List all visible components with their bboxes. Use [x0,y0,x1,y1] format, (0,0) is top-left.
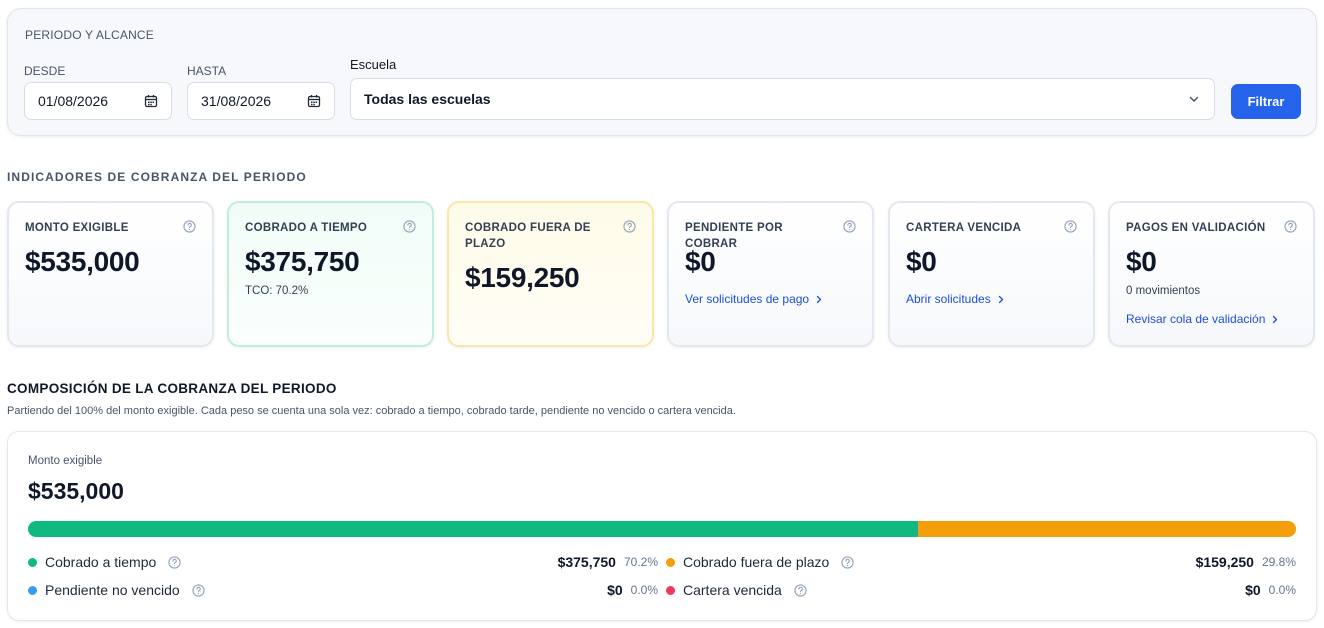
kpi-card-amount-due: MONTO EXIGIBLE $535,000 [7,201,214,347]
percent-value: 0.0% [630,583,658,597]
kpi-value: $0 [685,246,716,277]
kpi-value: $375,750 [245,246,360,277]
help-icon[interactable] [192,583,205,597]
indicators-section-title: INDICADORES DE COBRANZA DEL PERIODO [7,170,307,184]
kpi-card-on-time: COBRADO A TIEMPO $375,750 TCO: 70.2% [227,201,434,347]
kpi-subtext: 0 movimientos [1126,285,1201,297]
to-date-input[interactable]: 31/08/2026 [187,82,335,120]
legend-dot [28,557,37,567]
open-requests-link[interactable]: Abrir solicitudes [906,292,1005,306]
percent-value: 0.0% [1268,583,1296,597]
legend-amount: $0 0.0% [607,580,658,600]
kpi-label: MONTO EXIGIBLE [25,222,129,234]
link-label: Abrir solicitudes [906,292,991,306]
bar-segment [28,521,919,537]
stacked-progress-bar [28,521,1296,537]
to-date-value: 31/08/2026 [201,93,272,109]
kpi-label: COBRADO A TIEMPO [245,222,368,234]
legend-item: Cobrado fuera de plazo $159,250 29.8% [666,552,1296,572]
period-scope-panel: PERIODO Y ALCANCE DESDE 01/08/2026 HASTA… [7,8,1317,136]
chevron-right-icon [998,295,1003,303]
legend-item: Cobrado a tiempo $375,750 70.2% [28,552,658,572]
kpi-card-pending: PENDIENTE POR COBRAR $0 Ver solicitudes … [667,201,874,347]
percent-value: 29.8% [1261,555,1296,569]
from-date-input[interactable]: 01/08/2026 [24,82,172,120]
kpi-card-validation: PAGOS EN VALIDACIÓN $0 0 movimientos Rev… [1108,201,1315,347]
calendar-icon[interactable] [307,94,321,108]
kpi-value: $0 [906,246,937,277]
link-label: Revisar cola de validación [1126,312,1266,326]
help-icon[interactable] [168,555,181,569]
school-label: Escuela [350,57,397,72]
kpi-label: COBRADO FUERA DE PLAZO [465,222,591,250]
kpi-card-overdue: CARTERA VENCIDA $0 Abrir solicitudes [888,201,1095,347]
from-date-value: 01/08/2026 [38,93,109,109]
composition-description: Partiendo del 100% del monto exigible. C… [7,405,736,417]
legend-label: Cobrado a tiempo [45,554,157,570]
kpi-value: $535,000 [25,246,140,277]
link-label: Ver solicitudes de pago [685,292,810,306]
legend-amount: $159,250 29.8% [1196,552,1296,572]
help-icon[interactable] [843,220,856,233]
composition-title: COMPOSICIÓN DE LA COBRANZA DEL PERIODO [7,381,337,396]
composition-card: Monto exigible $535,000 Cobrado a tiempo… [7,431,1317,621]
total-value: $535,000 [28,478,124,504]
school-select[interactable]: Todas las escuelas [350,78,1215,120]
legend-item: Cartera vencida $0 0.0% [666,580,1296,600]
payment-requests-link[interactable]: Ver solicitudes de pago [685,292,823,306]
panel-title: PERIODO Y ALCANCE [25,28,155,42]
validation-queue-link[interactable]: Revisar cola de validación [1126,312,1279,326]
kpi-label: PAGOS EN VALIDACIÓN [1126,222,1266,234]
bar-segment [918,521,1296,537]
legend-label: Cobrado fuera de plazo [683,554,830,570]
help-icon[interactable] [794,583,807,597]
kpi-subtext: TCO: 70.2% [245,285,309,297]
help-icon[interactable] [1064,220,1077,233]
amount-value: $159,250 [1195,554,1254,570]
help-icon[interactable] [841,555,854,569]
percent-value: 70.2% [623,555,658,569]
legend-label: Cartera vencida [683,582,782,598]
legend-amount: $375,750 70.2% [558,552,658,572]
legend-item: Pendiente no vencido $0 0.0% [28,580,658,600]
legend-label: Pendiente no vencido [45,582,180,598]
filter-button[interactable]: Filtrar [1231,84,1301,119]
kpi-value: $159,250 [465,262,580,293]
kpi-label: PENDIENTE POR COBRAR [685,222,783,250]
school-select-value: Todas las escuelas [364,91,491,107]
legend-dot [666,585,675,595]
legend-dot [28,585,37,595]
help-icon[interactable] [1284,220,1297,233]
help-icon[interactable] [403,220,416,233]
legend-amount: $0 0.0% [1245,580,1296,600]
legend-dot [666,557,675,567]
total-label: Monto exigible [28,455,103,467]
from-date-label: DESDE [24,64,66,78]
kpi-card-late: COBRADO FUERA DE PLAZO $159,250 [447,201,654,347]
chevron-right-icon [1273,315,1278,323]
kpi-value: $0 [1126,246,1157,277]
to-date-label: HASTA [187,64,227,78]
kpi-label: CARTERA VENCIDA [906,222,1022,234]
chevron-right-icon [816,295,822,303]
amount-value: $375,750 [557,554,616,570]
help-icon[interactable] [623,220,636,233]
amount-value: $0 [1245,582,1261,598]
chevron-down-icon [1189,96,1199,102]
amount-value: $0 [607,582,623,598]
calendar-icon[interactable] [144,94,158,108]
help-icon[interactable] [183,220,196,233]
